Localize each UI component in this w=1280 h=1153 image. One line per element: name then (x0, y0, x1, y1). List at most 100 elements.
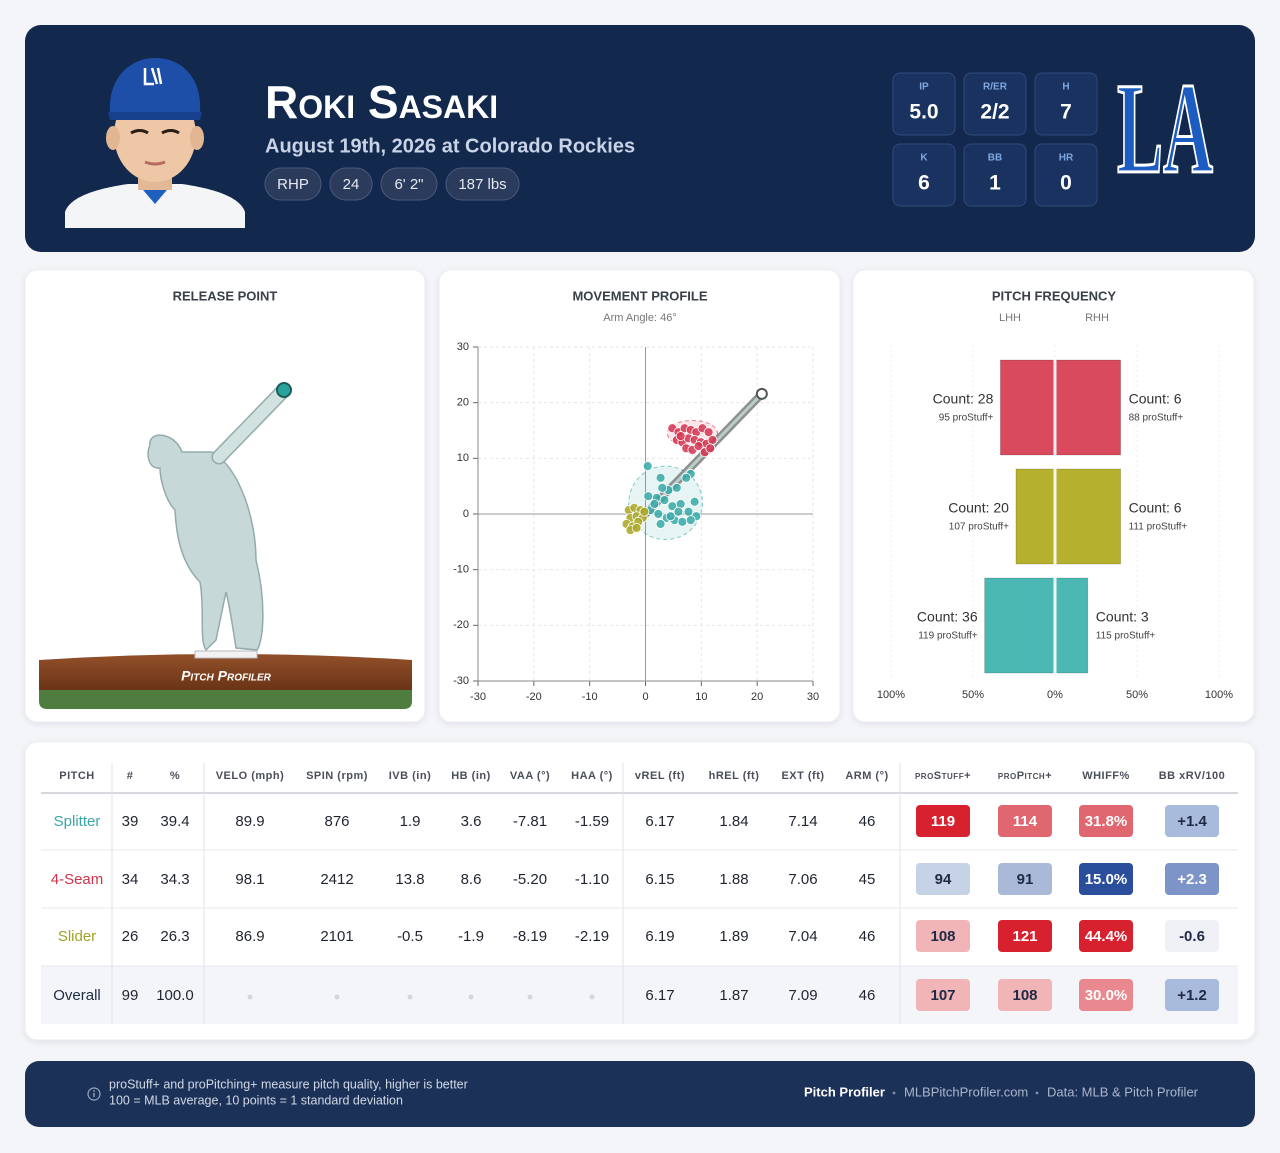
column-header: EXT (ft) (781, 770, 824, 782)
cell-value: 876 (324, 813, 349, 830)
headshot-eye (161, 129, 180, 135)
cell-value: 7.06 (788, 871, 817, 888)
x-tick-label: 100% (1205, 689, 1233, 701)
empty-cell-dot (468, 994, 474, 1000)
cell-value: 46 (859, 928, 876, 945)
footer-separator (892, 1091, 896, 1095)
cell-value: 1.89 (719, 928, 748, 945)
column-header: HB (in) (451, 770, 491, 782)
cell-value: 34 (122, 871, 139, 888)
frequency-bar (984, 577, 1056, 674)
metric-value: 121 (1012, 928, 1037, 945)
empty-cell-dot (247, 994, 253, 1000)
x-tick-label: -20 (526, 691, 542, 703)
metric-badge (1079, 979, 1133, 1011)
overall-row-bg (41, 966, 1238, 1024)
pitch-point (631, 523, 642, 533)
cell-value: 46 (859, 813, 876, 830)
rubber (194, 650, 258, 659)
pitch-name: 4-Seam (51, 871, 104, 888)
footer-brand: Pitch Profiler (804, 1084, 885, 1099)
pitcher-arm (213, 384, 290, 463)
stuff-label: 107 proStuff+ (949, 522, 1009, 533)
column-header: proStuff+ (915, 770, 971, 782)
x-tick-label: 50% (1126, 689, 1148, 701)
metric-badge (1165, 805, 1219, 837)
metric-badge (998, 863, 1052, 895)
cell-value: -2.19 (575, 928, 609, 945)
y-tick-label: 20 (457, 397, 469, 409)
headshot-brim (108, 112, 202, 120)
tag-pill (264, 167, 322, 201)
cell-value: -7.81 (513, 813, 547, 830)
pitch-name: Splitter (54, 813, 101, 830)
y-tick-label: 0 (463, 508, 469, 520)
y-tick-label: -10 (453, 564, 469, 576)
headshot-shirt (65, 184, 245, 228)
tag-pill (445, 167, 520, 201)
cell-value: 7.09 (788, 987, 817, 1004)
x-tick-label: -10 (582, 691, 598, 703)
metric-badge (916, 805, 970, 837)
frequency-bar (1054, 577, 1089, 674)
headshot-cap (109, 58, 201, 112)
panel-card (438, 269, 841, 723)
stuff-label: 115 proStuff+ (1096, 631, 1156, 642)
legend-label: RHH (1085, 312, 1109, 324)
stat-label: IP (919, 82, 929, 93)
cell-value: 1.9 (400, 813, 421, 830)
headshot-ear (190, 126, 204, 150)
stuff-label: 95 proStuff+ (939, 413, 994, 424)
y-tick-label: -20 (453, 619, 469, 631)
count-label: Count: 28 (933, 391, 994, 407)
footer-card (25, 1061, 1255, 1127)
count-label: Count: 36 (917, 609, 978, 625)
pitch-point (643, 491, 654, 502)
metric-value: 119 (931, 813, 955, 830)
column-header: WHIFF% (1082, 770, 1130, 782)
frequency-bar (1054, 359, 1121, 456)
count-label: Count: 20 (948, 500, 1009, 516)
column-header: HAA (°) (571, 770, 613, 782)
pitch-point (671, 482, 682, 493)
team-logo: LA (1117, 57, 1213, 201)
y-tick-label: -30 (453, 675, 469, 687)
legend-label: LHH (999, 312, 1021, 324)
footer-separator (1035, 1091, 1039, 1095)
cell-value: 34.3 (160, 871, 189, 888)
cell-value: 8.6 (461, 871, 482, 888)
stat-label: H (1062, 82, 1069, 93)
cell-value: 99 (122, 987, 139, 1004)
headshot-eye (130, 129, 149, 135)
pitch-point (685, 515, 696, 526)
metric-value: 15.0% (1085, 871, 1128, 888)
panel-subtitle: Arm Angle: 46° (603, 312, 677, 324)
x-tick-label: 0% (1047, 689, 1063, 701)
stuff-label: 111 proStuff+ (1129, 522, 1188, 533)
cell-value: 3.6 (461, 813, 482, 830)
column-header: VELO (mph) (216, 770, 285, 782)
panel-title: RELEASE POINT (173, 288, 278, 303)
stat-label: R/ER (983, 82, 1008, 93)
metric-value: 30.0% (1085, 987, 1128, 1004)
metric-badge (916, 920, 970, 952)
cell-value: 98.1 (235, 871, 264, 888)
panel-title: PITCH FREQUENCY (992, 288, 1117, 303)
cell-value: 13.8 (395, 871, 424, 888)
arm-angle-end (755, 387, 768, 400)
cell-value: -1.9 (458, 928, 484, 945)
count-label: Count: 3 (1096, 609, 1149, 625)
tag-text: 187 lbs (458, 176, 506, 193)
tag-pill (329, 167, 373, 201)
stat-label: BB (988, 153, 1002, 164)
footer-note: proStuff+ and proPitching+ measure pitch… (109, 1077, 468, 1091)
cell-value: 26.3 (160, 928, 189, 945)
info-icon (87, 1087, 101, 1101)
info-icon-dot (93, 1090, 95, 1092)
metric-badge (1079, 920, 1133, 952)
column-header: PITCH (59, 770, 95, 782)
stat-box (1034, 143, 1098, 207)
